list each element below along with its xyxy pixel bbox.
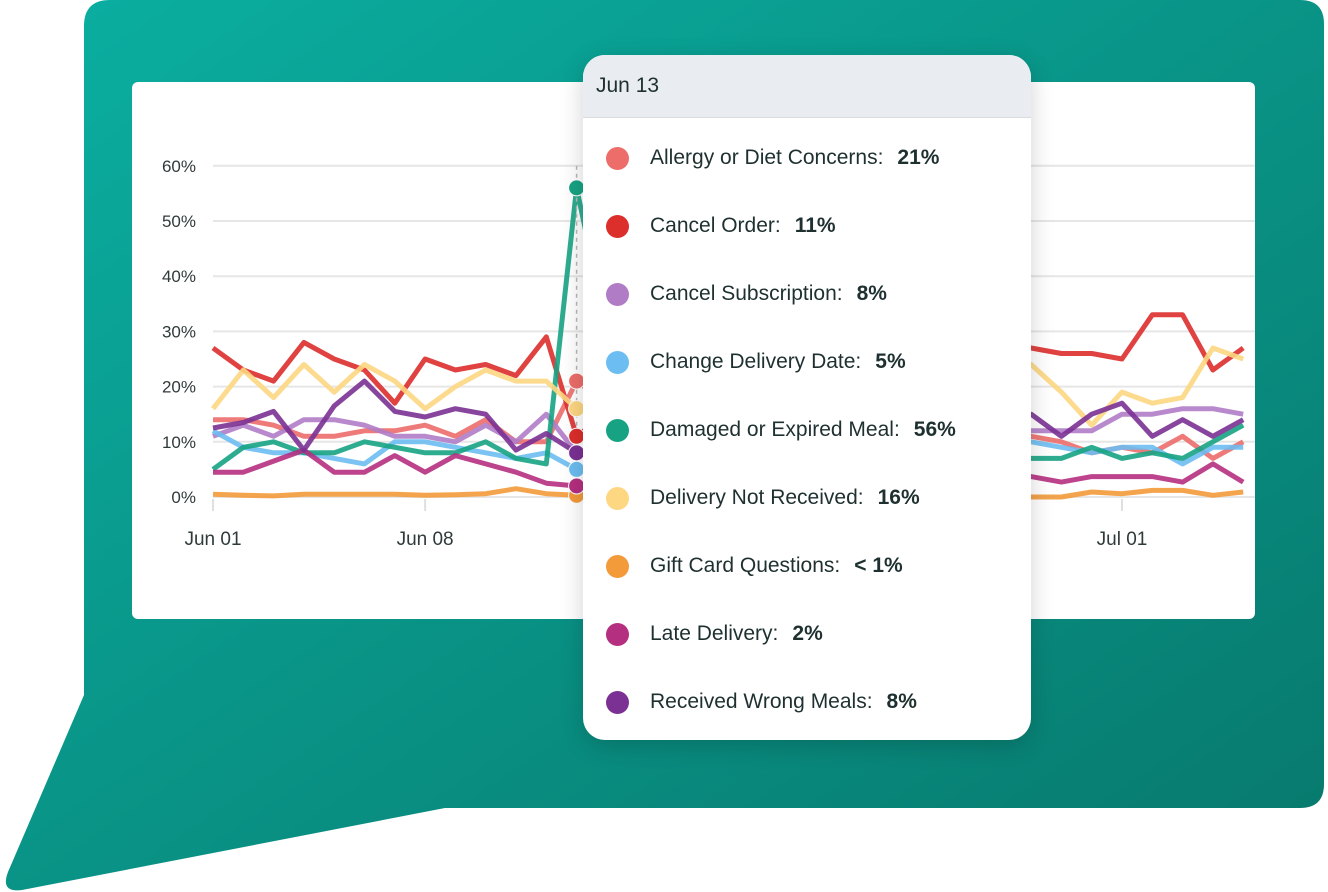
tooltip-label: Cancel Subscription: bbox=[650, 282, 843, 305]
tooltip-label: Delivery Not Received: bbox=[650, 486, 864, 509]
tooltip-value: 2% bbox=[792, 622, 823, 645]
tooltip-label: Gift Card Questions: bbox=[650, 554, 841, 577]
tooltip-value: 11% bbox=[794, 214, 836, 237]
tooltip-value: 8% bbox=[856, 282, 887, 305]
tooltip-label: Allergy or Diet Concerns: bbox=[650, 146, 884, 169]
series-color-dot-icon bbox=[606, 418, 629, 442]
x-tick-label: Jun 08 bbox=[397, 529, 454, 550]
series-color-dot-icon bbox=[606, 486, 629, 510]
y-tick-label: 20% bbox=[162, 378, 196, 397]
tooltip-value: 8% bbox=[886, 690, 917, 713]
tooltip-value: 16% bbox=[877, 486, 920, 509]
tooltip-label: Late Delivery: bbox=[650, 622, 779, 645]
tooltip-date: Jun 13 bbox=[583, 55, 1031, 118]
tooltip-row: Change Delivery Date: 5% bbox=[583, 342, 906, 382]
x-tick-label: Jul 01 bbox=[1097, 529, 1148, 550]
y-tick-label: 30% bbox=[162, 322, 196, 341]
tooltip-label: Cancel Order: bbox=[650, 214, 781, 237]
series-color-dot-icon bbox=[606, 554, 629, 578]
tooltip-value: 21% bbox=[897, 146, 940, 169]
y-tick-label: 40% bbox=[162, 267, 196, 286]
series-color-dot-icon bbox=[606, 690, 629, 714]
tooltip-row: Cancel Order: 11% bbox=[583, 206, 836, 246]
tooltip-row: Received Wrong Meals: 8% bbox=[583, 682, 917, 722]
series-color-dot-icon bbox=[606, 214, 629, 238]
series-color-dot-icon bbox=[606, 350, 629, 374]
y-tick-label: 10% bbox=[162, 433, 196, 452]
hover-tooltip: Jun 13 Allergy or Diet Concerns: 21% Cance… bbox=[583, 55, 1031, 740]
tooltip-value: < 1% bbox=[854, 554, 903, 577]
y-tick-label: 50% bbox=[162, 212, 196, 231]
tooltip-label: Change Delivery Date: bbox=[650, 350, 862, 373]
series-color-dot-icon bbox=[606, 146, 629, 170]
series-color-dot-icon bbox=[606, 622, 629, 646]
tooltip-label: Received Wrong Meals: bbox=[650, 690, 873, 713]
y-tick-label: 60% bbox=[162, 157, 196, 176]
tooltip-row: Allergy or Diet Concerns: 21% bbox=[583, 138, 939, 178]
tooltip-row: Gift Card Questions: < 1% bbox=[583, 546, 903, 586]
tooltip-row: Damaged or Expired Meal: 56% bbox=[583, 410, 956, 450]
tooltip-row: Late Delivery: 2% bbox=[583, 614, 823, 654]
y-tick-label: 0% bbox=[171, 488, 196, 507]
x-tick-label: Jun 01 bbox=[184, 529, 241, 550]
series-color-dot-icon bbox=[606, 282, 629, 306]
tooltip-row: Cancel Subscription: 8% bbox=[583, 274, 887, 314]
tooltip-value: 5% bbox=[875, 350, 906, 373]
tooltip-label: Damaged or Expired Meal: bbox=[650, 418, 900, 441]
tooltip-value: 56% bbox=[913, 418, 956, 441]
tooltip-row: Delivery Not Received: 16% bbox=[583, 478, 920, 518]
